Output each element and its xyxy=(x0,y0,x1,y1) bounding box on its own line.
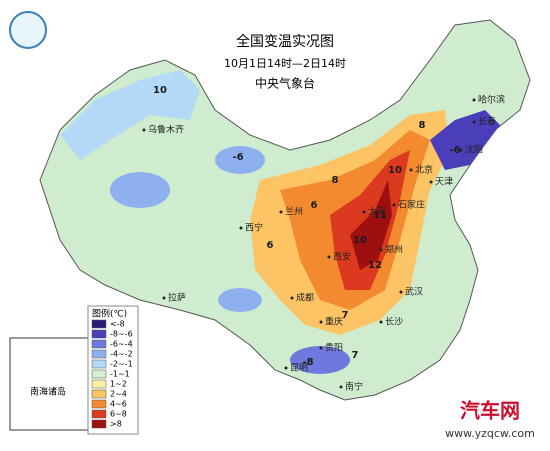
city-dot xyxy=(319,320,323,324)
city-label: 成都 xyxy=(296,292,314,304)
legend-swatch xyxy=(91,389,107,399)
legend-label: -4~-2 xyxy=(110,350,133,359)
city-dot xyxy=(362,210,366,214)
legend-swatch xyxy=(91,399,107,409)
legend-label: -6~-4 xyxy=(110,340,133,349)
city-label: 哈尔滨 xyxy=(478,94,505,106)
value-label: -6 xyxy=(232,152,243,163)
legend-label: 1~2 xyxy=(110,380,127,389)
value-label: 6 xyxy=(267,240,274,251)
value-label: -8 xyxy=(302,357,313,368)
city-dot xyxy=(379,320,383,324)
legend-swatch xyxy=(91,369,107,379)
city-label: 长沙 xyxy=(385,316,403,328)
inset-label: 南海诸岛 xyxy=(30,386,66,398)
agency: 中央气象台 xyxy=(255,76,315,91)
city-label: 沈阳 xyxy=(465,144,483,156)
legend-label: <-8 xyxy=(110,320,125,329)
value-label: 8 xyxy=(332,175,339,186)
city-dot xyxy=(239,226,243,230)
hot-area xyxy=(350,180,392,270)
city-label: 兰州 xyxy=(285,206,303,218)
legend-swatch xyxy=(91,329,107,339)
city-label: 拉萨 xyxy=(168,292,186,304)
city-label: 太原 xyxy=(368,206,386,218)
city-dot xyxy=(284,366,288,370)
legend-label: -2~-1 xyxy=(110,360,133,369)
cool-area xyxy=(110,172,170,208)
legend-swatch xyxy=(91,419,107,429)
city-label: 昆明 xyxy=(290,363,308,374)
legend-swatch xyxy=(91,339,107,349)
city-dot xyxy=(290,296,294,300)
city-label: 石家庄 xyxy=(398,199,425,211)
city-label: 南宁 xyxy=(345,381,363,393)
legend-label: >8 xyxy=(110,420,122,429)
value-label: -6 xyxy=(449,145,460,156)
city-dot xyxy=(162,296,166,300)
city-dot xyxy=(399,290,403,294)
city-dot xyxy=(429,180,433,184)
city-label: 武汉 xyxy=(405,286,423,298)
value-label: 10 xyxy=(388,165,402,176)
logo xyxy=(9,11,47,49)
city-dot xyxy=(339,385,343,389)
cool-area xyxy=(215,146,265,174)
value-label: 7 xyxy=(352,350,359,361)
city-dot xyxy=(319,346,323,350)
city-label: 西安 xyxy=(333,251,351,263)
city-dot xyxy=(279,210,283,214)
city-dot xyxy=(327,255,331,259)
subtitle: 10月1日14时—2日14时 xyxy=(224,57,346,70)
inset-frame xyxy=(9,337,91,431)
legend-label: -1~1 xyxy=(110,370,130,379)
cool-area xyxy=(60,70,200,160)
city-label: 北京 xyxy=(415,164,433,176)
city-label: 郑州 xyxy=(385,244,403,256)
city-label: 西宁 xyxy=(245,222,263,234)
cold-area xyxy=(430,110,500,170)
city-label: 贵阳 xyxy=(325,342,343,354)
watermark-brand: 汽车网 xyxy=(460,399,520,423)
legend-swatch xyxy=(91,319,107,329)
title: 全国变温实况图 xyxy=(236,33,334,50)
value-label: 6 xyxy=(311,200,318,211)
cold-area xyxy=(290,346,350,374)
legend-swatch xyxy=(91,379,107,389)
legend-swatch xyxy=(91,349,107,359)
city-dot xyxy=(459,148,463,152)
value-label: 7 xyxy=(342,310,349,321)
city-label: 天津 xyxy=(435,177,453,188)
city-dot xyxy=(142,128,146,132)
value-label: 10 xyxy=(153,85,167,96)
legend-swatch xyxy=(91,409,107,419)
city-dot xyxy=(379,248,383,252)
city-dot xyxy=(392,203,396,207)
city-dot xyxy=(409,168,413,172)
city-label: 长春 xyxy=(478,116,496,128)
value-label: 8 xyxy=(419,120,426,131)
watermark-url: www.yzqcw.com xyxy=(445,427,535,440)
legend-swatch xyxy=(91,359,107,369)
legend-title: 图例(℃) xyxy=(92,308,127,320)
city-dot xyxy=(472,98,476,102)
legend-label: -8~-6 xyxy=(110,330,133,339)
city-dot xyxy=(472,120,476,124)
city-label: 乌鲁木齐 xyxy=(148,124,184,136)
legend-label: 4~6 xyxy=(110,400,127,409)
legend-label: 2~4 xyxy=(110,390,127,399)
value-label: 12 xyxy=(368,260,382,271)
value-label: 10 xyxy=(353,235,367,246)
legend-label: 6~8 xyxy=(110,410,127,419)
city-label: 重庆 xyxy=(325,316,343,328)
cool-area xyxy=(218,288,262,312)
value-label: 11 xyxy=(373,210,387,221)
